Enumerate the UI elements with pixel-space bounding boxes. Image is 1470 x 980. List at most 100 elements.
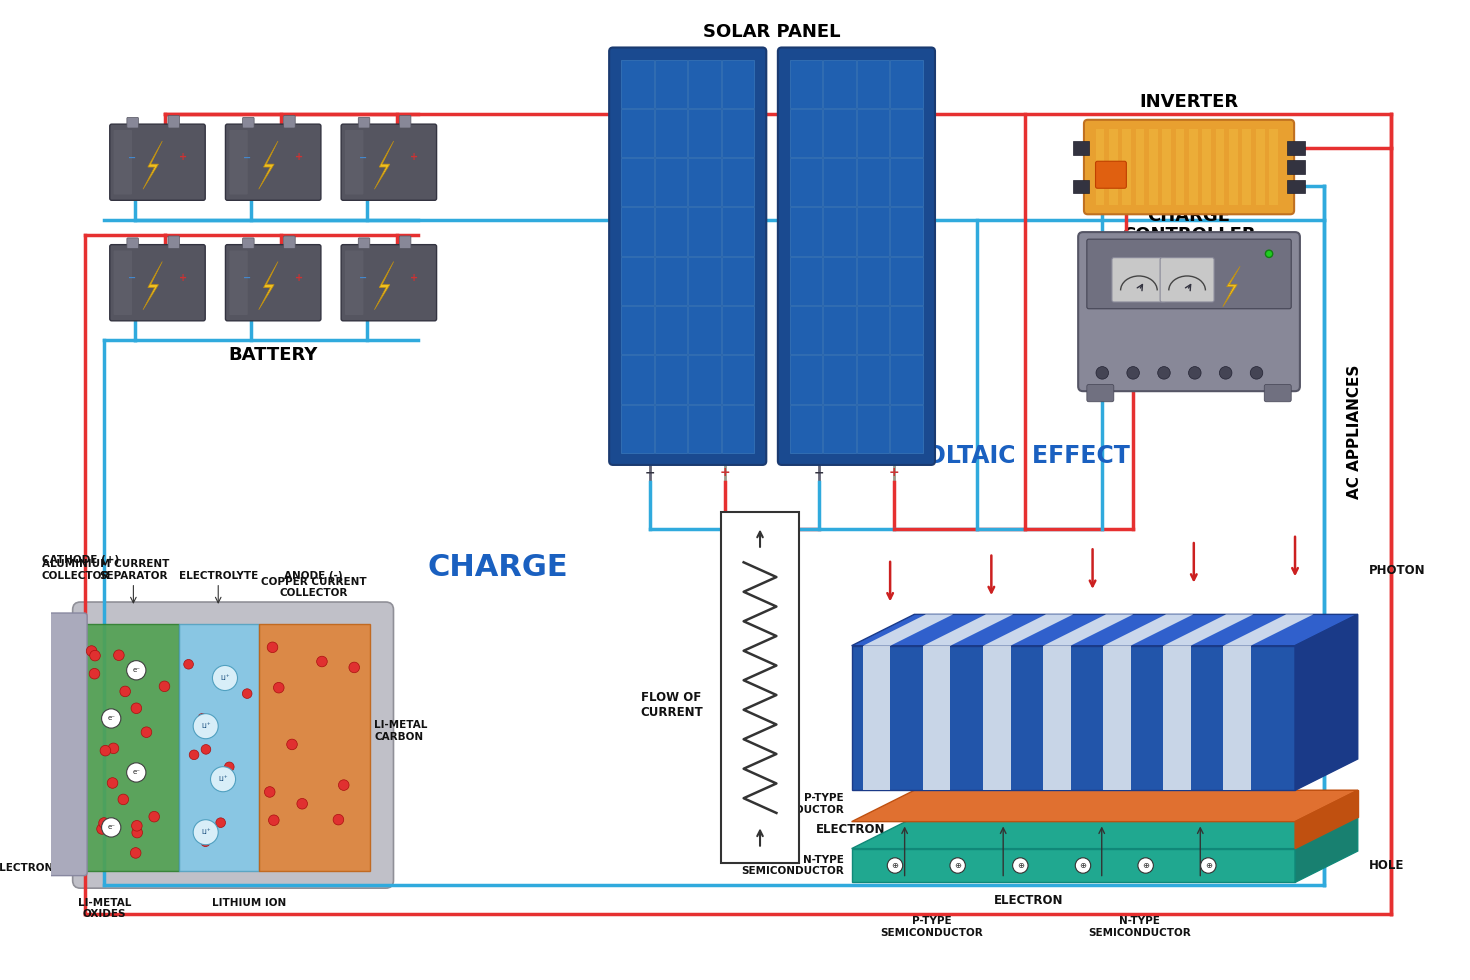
Polygon shape xyxy=(1104,614,1194,646)
Polygon shape xyxy=(143,141,162,189)
Polygon shape xyxy=(851,817,1358,849)
FancyBboxPatch shape xyxy=(722,60,754,108)
FancyBboxPatch shape xyxy=(722,306,754,355)
Polygon shape xyxy=(923,646,951,790)
Bar xyxy=(1136,129,1144,205)
FancyBboxPatch shape xyxy=(688,257,720,305)
Circle shape xyxy=(1013,858,1028,873)
Circle shape xyxy=(316,657,328,666)
FancyBboxPatch shape xyxy=(857,60,889,108)
Circle shape xyxy=(198,713,207,723)
FancyBboxPatch shape xyxy=(359,238,370,249)
Text: N-TYPE
SEMICONDUCTOR: N-TYPE SEMICONDUCTOR xyxy=(741,855,844,876)
Text: ⊕: ⊕ xyxy=(954,861,961,870)
Text: LI-METAL
CARBON: LI-METAL CARBON xyxy=(375,720,428,742)
FancyBboxPatch shape xyxy=(688,208,720,256)
Circle shape xyxy=(193,713,218,739)
Circle shape xyxy=(888,858,903,873)
Polygon shape xyxy=(259,141,278,189)
FancyBboxPatch shape xyxy=(654,356,688,404)
Polygon shape xyxy=(914,790,1358,817)
FancyBboxPatch shape xyxy=(622,60,654,108)
Circle shape xyxy=(1127,367,1139,379)
Text: SOLAR PANEL: SOLAR PANEL xyxy=(703,24,841,41)
Circle shape xyxy=(132,827,143,838)
Bar xyxy=(1242,129,1251,205)
Text: ELECTRON: ELECTRON xyxy=(0,863,53,873)
FancyBboxPatch shape xyxy=(688,306,720,355)
FancyBboxPatch shape xyxy=(168,236,179,249)
Circle shape xyxy=(1138,858,1154,873)
FancyBboxPatch shape xyxy=(126,238,138,249)
Text: N-TYPE
SEMICONDUCTOR: N-TYPE SEMICONDUCTOR xyxy=(1088,916,1191,938)
FancyBboxPatch shape xyxy=(823,208,856,256)
Bar xyxy=(1229,129,1238,205)
Text: −: − xyxy=(359,272,368,283)
FancyBboxPatch shape xyxy=(243,238,254,249)
FancyBboxPatch shape xyxy=(789,60,822,108)
Circle shape xyxy=(297,799,307,809)
Circle shape xyxy=(131,820,143,831)
Text: +: + xyxy=(179,272,187,283)
Circle shape xyxy=(225,762,234,771)
FancyBboxPatch shape xyxy=(654,257,688,305)
Text: P-TYPE
SEMICONDUCTOR: P-TYPE SEMICONDUCTOR xyxy=(881,916,983,938)
Polygon shape xyxy=(1295,817,1358,882)
Text: FLOW OF
CURRENT: FLOW OF CURRENT xyxy=(639,691,703,718)
FancyBboxPatch shape xyxy=(229,130,248,194)
Text: COPPER CURRENT
COLLECTOR: COPPER CURRENT COLLECTOR xyxy=(260,576,366,598)
Text: e⁻: e⁻ xyxy=(132,667,140,673)
FancyBboxPatch shape xyxy=(722,257,754,305)
FancyBboxPatch shape xyxy=(243,118,254,128)
Polygon shape xyxy=(851,646,1295,790)
FancyBboxPatch shape xyxy=(823,306,856,355)
Polygon shape xyxy=(259,262,278,310)
Text: P-TYPE
SEMICONDUCTOR: P-TYPE SEMICONDUCTOR xyxy=(741,793,844,814)
Circle shape xyxy=(213,665,238,691)
Bar xyxy=(1163,129,1172,205)
FancyBboxPatch shape xyxy=(113,130,132,194)
Polygon shape xyxy=(923,614,1013,646)
FancyBboxPatch shape xyxy=(789,306,822,355)
Circle shape xyxy=(101,709,121,728)
FancyBboxPatch shape xyxy=(688,60,720,108)
FancyBboxPatch shape xyxy=(1078,232,1299,391)
FancyBboxPatch shape xyxy=(857,405,889,453)
FancyBboxPatch shape xyxy=(722,356,754,404)
Polygon shape xyxy=(1044,614,1133,646)
FancyBboxPatch shape xyxy=(688,405,720,453)
FancyBboxPatch shape xyxy=(891,158,923,207)
FancyBboxPatch shape xyxy=(1288,161,1305,173)
FancyBboxPatch shape xyxy=(345,251,363,315)
Polygon shape xyxy=(375,141,394,189)
Polygon shape xyxy=(1223,614,1313,646)
Circle shape xyxy=(118,794,128,805)
Text: ELECTRON: ELECTRON xyxy=(816,823,885,836)
FancyBboxPatch shape xyxy=(110,124,206,200)
Text: ⊕: ⊕ xyxy=(1017,861,1023,870)
Text: LITHIUM ION: LITHIUM ION xyxy=(212,898,287,907)
Text: PHOTON: PHOTON xyxy=(1370,564,1426,577)
FancyBboxPatch shape xyxy=(41,613,87,875)
FancyBboxPatch shape xyxy=(789,158,822,207)
FancyBboxPatch shape xyxy=(113,251,132,315)
FancyBboxPatch shape xyxy=(1086,239,1291,309)
FancyBboxPatch shape xyxy=(1111,258,1166,302)
Text: +: + xyxy=(888,466,900,479)
Circle shape xyxy=(190,750,198,760)
Text: e⁻: e⁻ xyxy=(132,769,140,775)
FancyBboxPatch shape xyxy=(622,405,654,453)
Circle shape xyxy=(338,780,348,791)
FancyBboxPatch shape xyxy=(789,208,822,256)
FancyBboxPatch shape xyxy=(400,116,412,128)
Text: e⁻: e⁻ xyxy=(107,824,115,830)
Circle shape xyxy=(184,660,194,669)
Polygon shape xyxy=(85,623,179,871)
Text: Li⁺: Li⁺ xyxy=(220,675,229,681)
Circle shape xyxy=(265,787,275,798)
Circle shape xyxy=(201,745,210,755)
FancyBboxPatch shape xyxy=(229,251,248,315)
Bar xyxy=(1095,129,1104,205)
FancyBboxPatch shape xyxy=(341,245,437,320)
Polygon shape xyxy=(1223,267,1241,307)
